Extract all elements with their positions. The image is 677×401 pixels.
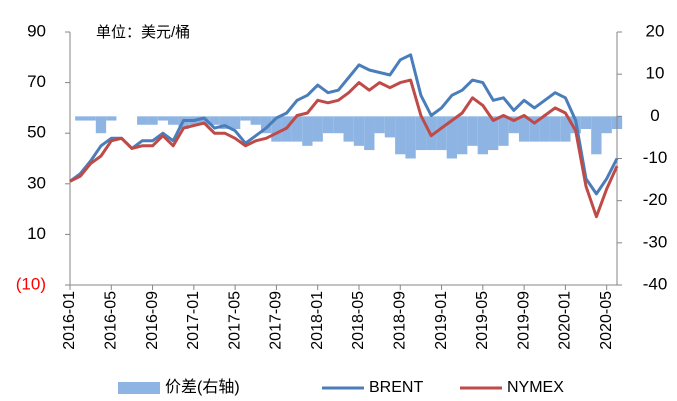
spread-bar bbox=[229, 116, 241, 129]
x-tick-label: 2019-01 bbox=[433, 291, 450, 350]
x-tick-label: 2016-09 bbox=[144, 291, 161, 350]
x-tick-label: 2018-05 bbox=[350, 291, 367, 350]
spread-bar bbox=[291, 116, 303, 142]
spread-bar bbox=[137, 116, 148, 125]
x-tick-label: 2017-01 bbox=[185, 291, 202, 350]
legend-label: BRENT bbox=[369, 379, 423, 396]
y2-tick-label: -40 bbox=[643, 274, 668, 293]
y2-tick-label: 20 bbox=[646, 21, 665, 40]
y-tick-label: 30 bbox=[27, 173, 46, 192]
y2-tick-label: -20 bbox=[643, 190, 668, 209]
spread-bar bbox=[364, 116, 375, 151]
spread-bar bbox=[529, 116, 540, 142]
spread-bar bbox=[157, 116, 169, 121]
spread-bar bbox=[415, 116, 427, 151]
x-tick-label: 2018-01 bbox=[309, 291, 326, 350]
spread-bar bbox=[343, 116, 354, 142]
y2-tick-label: -10 bbox=[643, 148, 668, 167]
spread-bar bbox=[302, 116, 313, 146]
spread-bar bbox=[168, 116, 179, 125]
spread-bar bbox=[240, 116, 251, 121]
x-tick-label: 2016-01 bbox=[61, 291, 78, 350]
spread-bar bbox=[457, 116, 468, 155]
spread-bar bbox=[601, 116, 612, 134]
y2-tick-label: -30 bbox=[643, 232, 668, 251]
y-tick-label: 50 bbox=[27, 123, 46, 142]
spread-bar bbox=[549, 116, 561, 142]
spread-bar bbox=[106, 116, 117, 121]
spread-bar bbox=[209, 116, 220, 125]
series-line bbox=[69, 78, 619, 219]
spread-bar bbox=[560, 116, 571, 142]
spread-bar bbox=[95, 116, 107, 134]
spread-bar bbox=[498, 116, 509, 146]
x-tick-label: 2019-09 bbox=[515, 291, 532, 350]
spread-bar bbox=[477, 116, 488, 155]
x-tick-label: 2018-09 bbox=[391, 291, 408, 350]
spread-bar bbox=[518, 116, 530, 142]
unit-annotation: 单位：美元/桶 bbox=[96, 24, 190, 41]
x-tick-label: 2020-01 bbox=[557, 291, 574, 350]
spread-bar bbox=[147, 116, 158, 125]
spread-bar bbox=[487, 116, 499, 151]
spread-bar bbox=[374, 116, 385, 134]
spread-bar bbox=[446, 116, 458, 159]
y-tick-label: 90 bbox=[27, 21, 46, 40]
y-tick-label: (10) bbox=[16, 274, 46, 293]
x-tick-label: 2016-05 bbox=[103, 291, 120, 350]
spread-bar bbox=[322, 116, 334, 134]
spread-bar bbox=[75, 116, 86, 121]
spread-bar bbox=[260, 116, 272, 134]
spread-bar bbox=[333, 116, 344, 134]
legend-label: NYMEX bbox=[507, 379, 564, 396]
spread-bar bbox=[384, 116, 396, 138]
spread-bar bbox=[436, 116, 447, 151]
spread-bar bbox=[395, 116, 406, 155]
y-tick-label: 10 bbox=[27, 224, 46, 243]
y2-tick-label: 10 bbox=[646, 64, 665, 83]
spread-bar bbox=[353, 116, 365, 146]
spread-bar bbox=[591, 116, 602, 155]
spread-bar bbox=[539, 116, 550, 142]
series-line bbox=[69, 53, 619, 196]
legend-label: 价差(右轴) bbox=[165, 378, 240, 396]
spread-bar bbox=[405, 116, 416, 159]
spread-bar bbox=[85, 116, 96, 121]
y-tick-label: 70 bbox=[27, 72, 46, 91]
legend-swatch bbox=[118, 382, 160, 394]
spread-bar bbox=[271, 116, 282, 142]
spread-bar bbox=[219, 116, 230, 129]
spread-bar bbox=[580, 116, 592, 129]
x-tick-label: 2017-05 bbox=[226, 291, 243, 350]
y2-tick-label: 0 bbox=[650, 106, 659, 125]
spread-bar bbox=[199, 116, 210, 125]
spread-bar bbox=[312, 116, 323, 142]
x-tick-label: 2020-05 bbox=[598, 291, 615, 350]
spread-bar bbox=[250, 116, 261, 125]
x-tick-label: 2019-05 bbox=[474, 291, 491, 350]
spread-bar bbox=[508, 116, 519, 134]
spread-bar bbox=[467, 116, 478, 146]
x-tick-label: 2017-09 bbox=[268, 291, 285, 350]
